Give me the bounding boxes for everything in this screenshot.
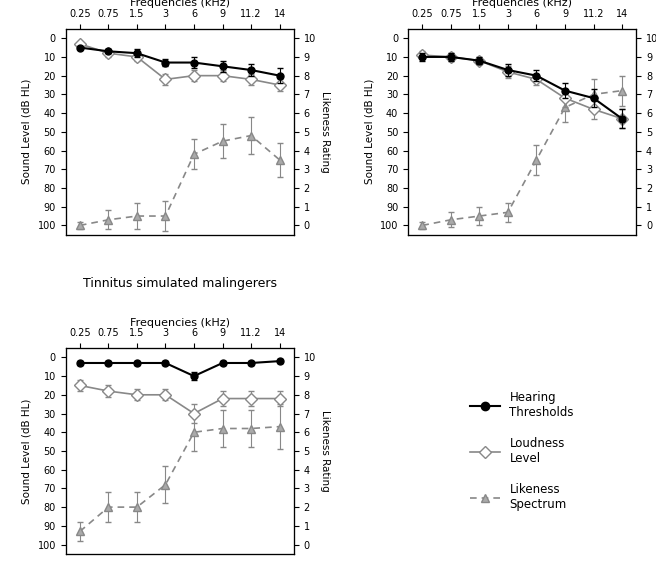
- X-axis label: Frequencies (kHz): Frequencies (kHz): [472, 0, 572, 8]
- Title: Tinnitus simulated malingerers: Tinnitus simulated malingerers: [83, 277, 277, 290]
- Legend: Hearing
Thresholds, Loudness
Level, Likeness
Spectrum: Hearing Thresholds, Loudness Level, Like…: [470, 391, 574, 511]
- X-axis label: Frequencies (kHz): Frequencies (kHz): [130, 0, 230, 8]
- Y-axis label: Likeness Rating: Likeness Rating: [319, 91, 330, 173]
- X-axis label: Frequencies (kHz): Frequencies (kHz): [130, 317, 230, 328]
- Y-axis label: Sound Level (dB HL): Sound Level (dB HL): [22, 79, 32, 185]
- Y-axis label: Sound Level (dB HL): Sound Level (dB HL): [22, 398, 32, 504]
- Y-axis label: Likeness Rating: Likeness Rating: [319, 410, 330, 492]
- Y-axis label: Sound Level (dB HL): Sound Level (dB HL): [364, 79, 375, 185]
